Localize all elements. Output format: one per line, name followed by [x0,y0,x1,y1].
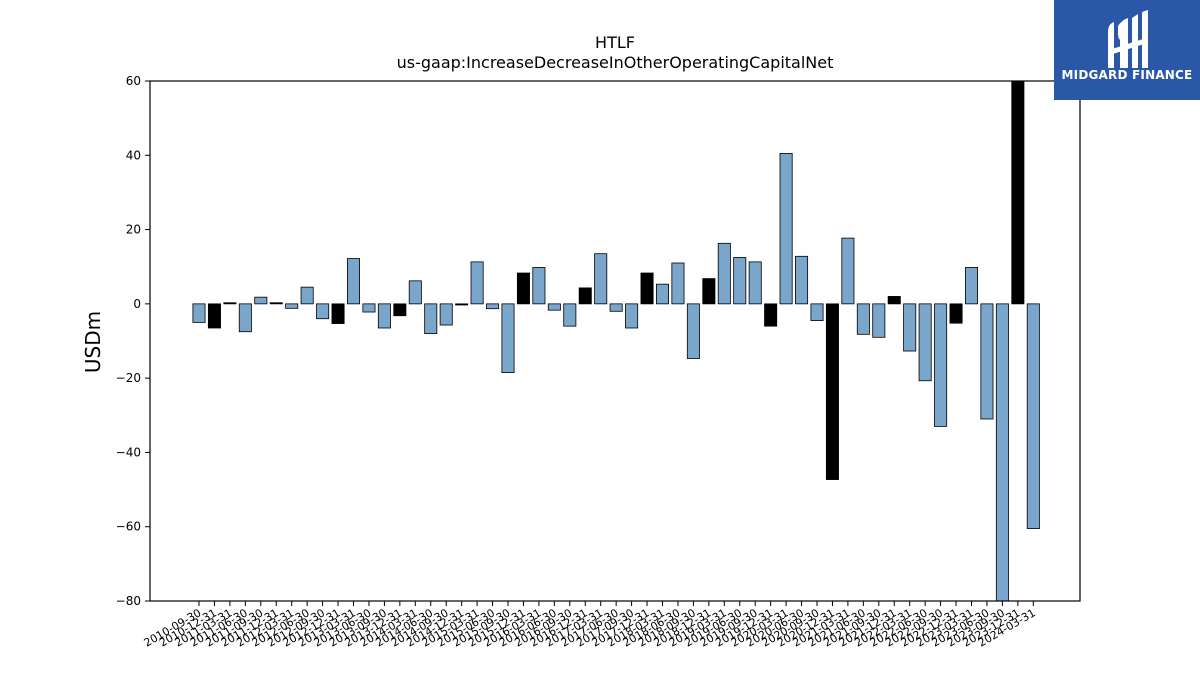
bar-2013-03-31 [346,258,360,305]
bar-2019-03-31 [717,242,731,305]
bar-2020-06-30 [795,255,809,305]
bar-2010-12-31 [207,303,221,329]
bar-2013-09-30 [377,303,391,329]
bar-2019-12-31 [764,303,778,327]
bar-2014-12-31 [455,303,469,306]
bar-2024-03-31 [1026,303,1040,529]
bar-2012-09-30 [316,303,330,320]
bar-2011-06-30 [238,303,252,333]
bar-2023-06-30 [980,303,994,420]
bar-2011-03-31 [223,302,237,305]
plot-frame [149,80,1081,602]
bar-2014-03-31 [408,280,422,305]
y-tick-label: −60 [116,520,141,534]
bar-2018-12-31 [702,278,716,305]
bar-2023-09-30 [995,303,1009,601]
bar-2017-03-31 [594,253,608,305]
bar-2011-12-31 [269,302,283,305]
bar-2018-09-30 [686,303,700,359]
bar-2021-06-30 [856,303,870,335]
bar-2020-09-30 [810,303,824,321]
bar-2015-06-30 [486,303,500,310]
bar-2016-09-30 [563,303,577,327]
bar-2014-06-30 [424,303,438,334]
bar-2010-09-30 [192,303,206,323]
y-tick-label: 20 [126,223,141,237]
bar-2015-09-30 [501,303,515,373]
bar-2023-12-31 [1011,81,1025,305]
bar-2017-12-31 [640,272,654,305]
chart-subtitle: us-gaap:IncreaseDecreaseInOtherOperating… [397,53,834,72]
bar-2019-06-30 [733,257,747,305]
bar-2017-06-30 [609,303,623,312]
y-tick-label: −40 [116,445,141,459]
bar-2013-12-31 [393,303,407,317]
y-tick-label: −20 [116,371,141,385]
y-tick-label: 0 [133,297,141,311]
bar-2021-09-30 [872,303,886,338]
bar-2013-06-30 [362,303,376,313]
bar-2022-09-30 [934,303,948,427]
y-axis-label: USDm [81,311,105,373]
bar-2022-06-30 [918,303,932,382]
bar-2017-09-30 [625,303,639,329]
bar-2012-12-31 [331,303,345,324]
bar-2016-12-31 [578,287,592,305]
brand-name: MIDGARD FINANCE [1061,68,1193,82]
chart-title: HTLF [595,33,635,52]
y-axis: 60 40 20 0 −20 −40 −60 −80 [116,74,150,608]
bar-2015-12-31 [516,272,530,305]
y-tick-label: −80 [116,594,141,608]
bar-2018-06-30 [671,262,685,305]
bar-2022-12-31 [949,303,963,324]
bar-2012-03-31 [285,303,299,309]
bar-2015-03-31 [470,261,484,305]
bar-2018-03-31 [656,283,670,305]
y-tick-label: 60 [126,74,141,88]
bar-2021-12-31 [887,296,901,305]
y-tick-label: 40 [126,148,141,162]
bar-2016-06-30 [547,303,561,311]
midgard-logo-icon [1108,10,1148,68]
bar-2021-03-31 [841,237,855,305]
bar-2020-03-31 [779,153,793,305]
bar-2023-03-31 [965,267,979,305]
bar-2012-06-30 [300,286,314,305]
x-axis: 2010-09-302010-12-312011-03-312011-06-30… [142,601,1038,650]
bar-2019-09-30 [748,261,762,305]
bar-2022-03-31 [903,303,917,352]
brand-logo: MIDGARD FINANCE [1054,0,1200,100]
bar-2014-09-30 [439,303,453,326]
bar-2020-12-31 [825,303,839,480]
bars-layer [192,81,1040,601]
bar-2011-09-30 [254,296,268,305]
bar-2016-03-31 [532,267,546,305]
